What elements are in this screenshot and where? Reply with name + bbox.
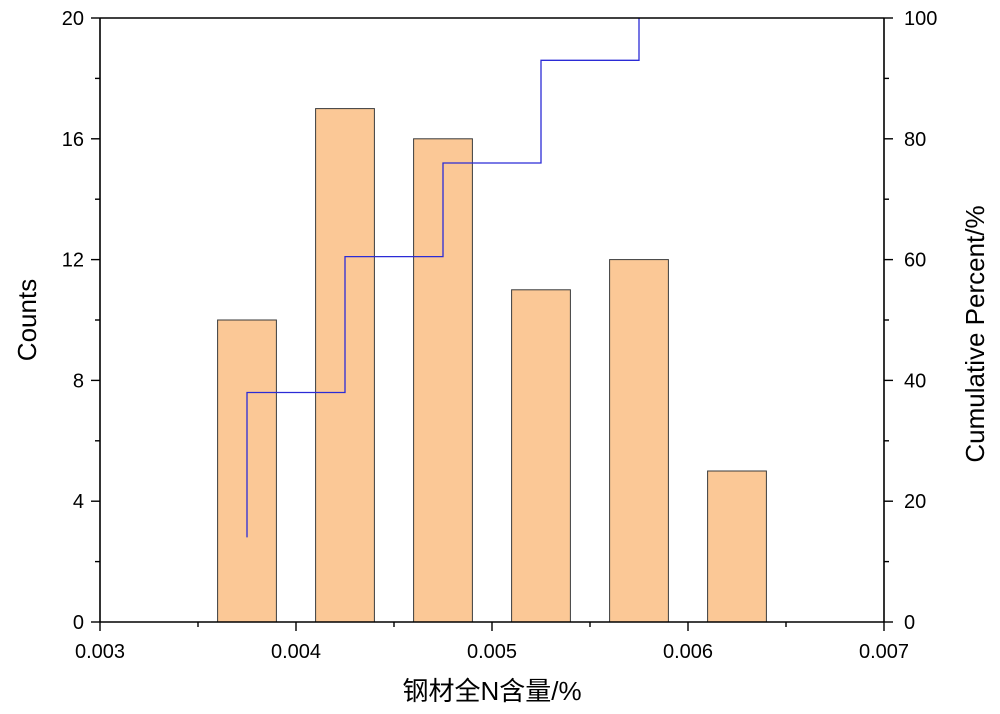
y2-tick-label: 20 [904,491,926,513]
histogram-bar-4 [511,289,571,623]
y2-tick-label: 100 [904,8,937,30]
y-tick-label: 12 [62,250,84,272]
y2-tick-label: 40 [904,370,926,392]
x-axis-title: 钢材全N含量/% [402,676,581,706]
histogram-bar-5 [609,259,669,623]
y2-tick-label: 60 [904,250,926,272]
y-axis-title: Counts [12,279,42,361]
y-tick-label: 4 [73,491,84,513]
y-tick-label: 0 [73,612,84,634]
bars-group [217,108,767,623]
y2-tick-label: 0 [904,612,915,634]
x-tick-label: 0.006 [663,641,713,663]
histogram-bar-6 [707,470,767,623]
y-tick-label: 16 [62,129,84,151]
y2-axis-title: Cumulative Percent/% [960,205,990,462]
x-tick-label: 0.004 [271,641,321,663]
x-tick-label: 0.005 [467,641,517,663]
x-tick-label: 0.003 [75,641,125,663]
x-tick-label: 0.007 [859,641,909,663]
cumulative-percent-line [246,18,640,538]
y2-tick-label: 80 [904,129,926,151]
axes-group: 0.003 0.004 0.005 0.006 0.007 0 4 8 12 16 20 0 20 40 6… [62,8,938,663]
cumulative-line-group [246,18,640,538]
y-tick-label: 20 [62,8,84,30]
y-tick-label: 8 [73,370,84,392]
